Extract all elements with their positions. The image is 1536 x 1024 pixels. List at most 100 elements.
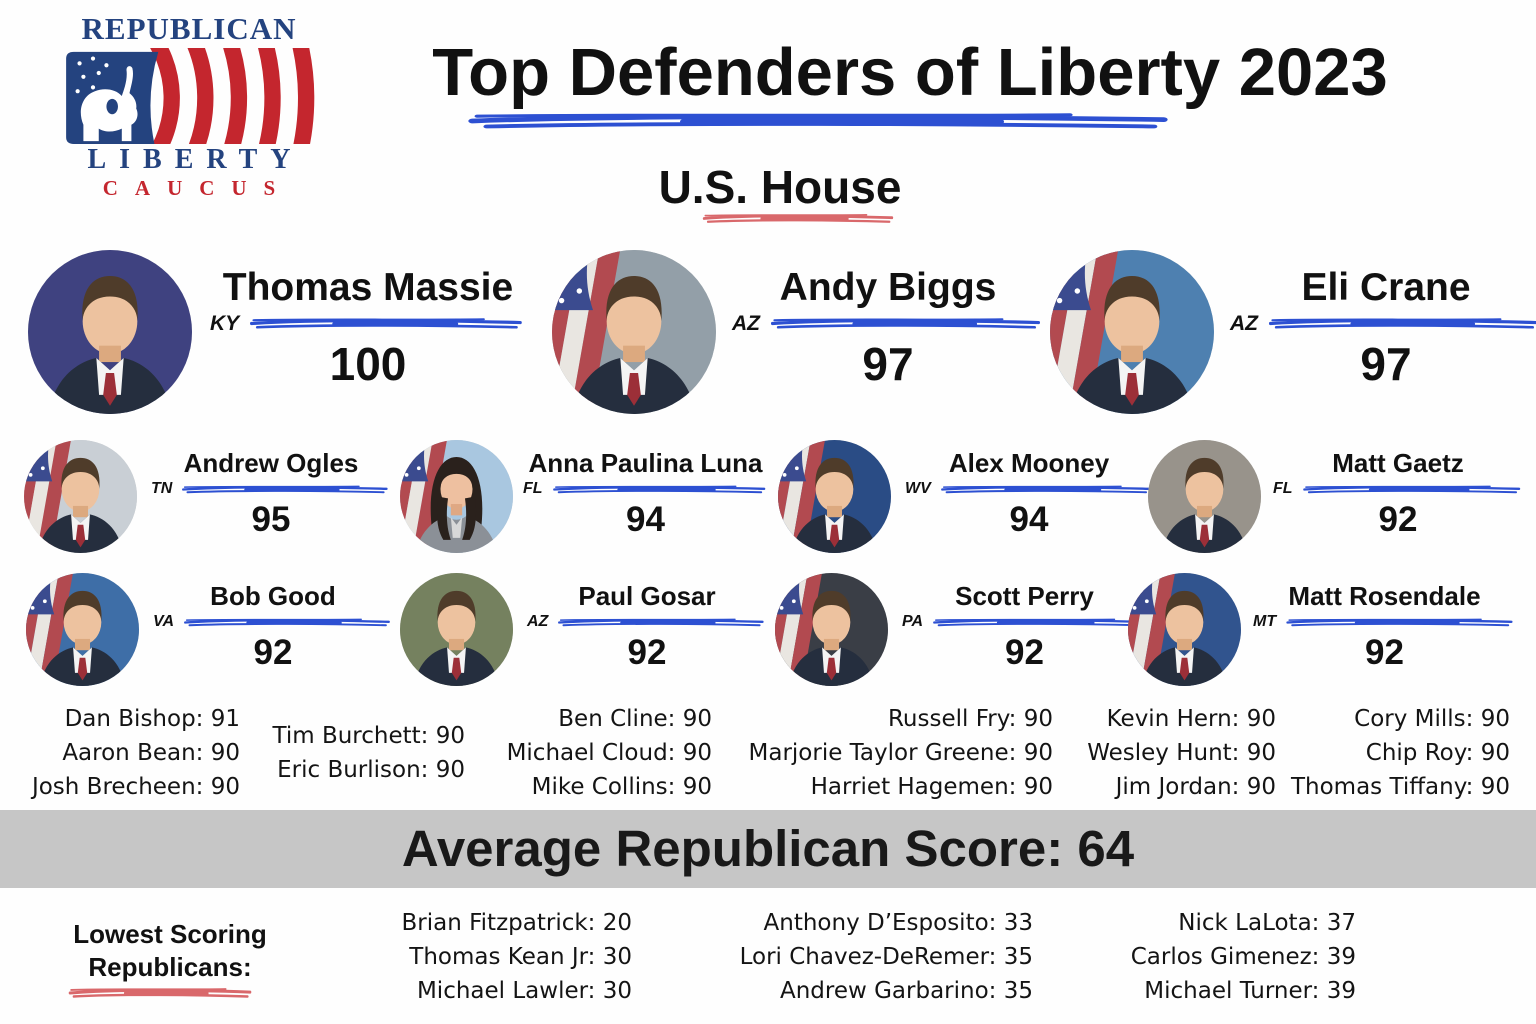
member-photo	[778, 440, 891, 553]
mention-line: Cory Mills: 90	[1354, 706, 1510, 732]
member-underline-row: TN	[151, 481, 391, 497]
member-score: 97	[1360, 337, 1412, 390]
member-photo	[24, 440, 137, 553]
logo-liberty-text: LIBERTY	[87, 144, 304, 176]
title-scribble-underline-icon	[458, 110, 1178, 132]
member-state: FL	[523, 480, 543, 498]
member-score: 94	[626, 500, 665, 540]
lowest-line: Andrew Garbarino: 35	[779, 978, 1033, 1004]
member-name: Matt Rosendale	[1288, 581, 1481, 611]
member-underline-row: MT	[1253, 614, 1516, 630]
member-photo	[1128, 573, 1241, 686]
lowest-heading: Lowest Scoring Republicans:	[52, 918, 288, 984]
mention-line: Aaron Bean: 90	[62, 740, 240, 766]
honorable-mentions-column: Dan Bishop: 91 Aaron Bean: 90 Josh Brech…	[32, 702, 240, 804]
avatar-illustration	[28, 250, 192, 414]
member-underline-row: AZ	[527, 614, 767, 630]
member-underline-row: KY	[210, 313, 526, 334]
honorable-mentions-column: Russell Fry: 90 Marjorie Taylor Greene: …	[749, 702, 1053, 804]
avatar-illustration	[778, 440, 891, 553]
member-score: 92	[1378, 500, 1418, 540]
lowest-heading-line2: Republicans:	[88, 952, 252, 982]
mention-line: Wesley Hunt: 90	[1087, 740, 1276, 766]
member-photo	[1050, 250, 1214, 414]
scribble-underline-icon	[932, 617, 1145, 627]
member-card: Thomas Massie KY 100	[28, 250, 526, 414]
member-score: 92	[627, 633, 667, 673]
avatar-illustration	[26, 573, 139, 686]
member-underline-row: AZ	[1230, 313, 1536, 334]
member-state: WV	[905, 480, 931, 498]
avatar-illustration	[775, 573, 888, 686]
logo: REPUBLICAN LIBERTY CAUCUS	[55, 11, 323, 201]
mention-line: Dan Bishop: 91	[64, 706, 240, 732]
avatar-illustration	[1148, 440, 1261, 553]
lowest-heading-scribble-underline-icon	[66, 986, 254, 1000]
member-score: 92	[253, 633, 293, 673]
scribble-underline-icon	[1302, 484, 1521, 494]
mention-line: Tim Burchett: 90	[272, 723, 466, 749]
average-score-label: Average Republican Score: 64	[401, 820, 1135, 877]
member-photo	[400, 440, 513, 553]
logo-elephant-flag-icon	[66, 48, 315, 145]
avatar-illustration	[400, 440, 513, 553]
mention-line: Mike Collins: 90	[531, 774, 712, 800]
honorable-mentions-column: Kevin Hern: 90 Wesley Hunt: 90 Jim Jorda…	[1087, 702, 1276, 804]
scribble-underline-icon	[940, 484, 1151, 494]
member-name: Andy Biggs	[779, 266, 997, 309]
mention-line: Thomas Tiffany: 90	[1290, 774, 1510, 800]
member-name: Anna Paulina Luna	[528, 448, 763, 478]
member-underline-row: WV	[905, 481, 1153, 497]
mention-line: Josh Brecheen: 90	[31, 774, 240, 800]
member-score: 94	[1009, 500, 1049, 540]
member-score: 92	[1365, 633, 1404, 673]
member-card: Bob Good VA 92	[26, 573, 393, 686]
member-name: Bob Good	[210, 581, 336, 611]
page-title: Top Defenders of Liberty 2023	[432, 35, 1388, 110]
member-name: Andrew Ogles	[183, 448, 359, 478]
member-underline-row: AZ	[732, 313, 1044, 334]
member-photo	[1148, 440, 1261, 553]
member-card: Eli Crane AZ 97	[1050, 250, 1536, 414]
member-state: KY	[210, 311, 240, 335]
member-underline-row: FL	[1273, 481, 1523, 497]
honorable-mentions-column: Ben Cline: 90 Michael Cloud: 90 Mike Col…	[507, 702, 712, 804]
member-name: Paul Gosar	[578, 581, 716, 611]
lowest-line: Thomas Kean Jr: 30	[409, 944, 632, 970]
scribble-underline-icon	[552, 484, 766, 494]
mention-line: Chip Roy: 90	[1365, 740, 1510, 766]
honorable-mentions-column: Cory Mills: 90 Chip Roy: 90 Thomas Tiffa…	[1291, 702, 1510, 804]
lowest-column: Nick LaLota: 37 Carlos Gimenez: 39 Micha…	[1131, 906, 1356, 1008]
member-photo	[28, 250, 192, 414]
lowest-column: Anthony D’Esposito: 33 Lori Chavez-DeRem…	[740, 906, 1033, 1008]
member-underline-row: VA	[153, 614, 393, 630]
lowest-column: Brian Fitzpatrick: 20 Thomas Kean Jr: 30…	[402, 906, 633, 1008]
mention-line: Michael Cloud: 90	[506, 740, 712, 766]
avatar-illustration	[24, 440, 137, 553]
avatar-illustration	[400, 573, 513, 686]
member-name: Matt Gaetz	[1332, 448, 1464, 478]
average-score-bar: Average Republican Score: 64	[0, 810, 1536, 888]
member-card: Andy Biggs AZ 97	[552, 250, 1044, 414]
member-score: 92	[1005, 633, 1044, 673]
scribble-underline-icon	[767, 316, 1044, 331]
member-card: Scott Perry PA 92	[775, 573, 1147, 686]
scribble-underline-icon	[183, 617, 391, 627]
lowest-line: Nick LaLota: 37	[1178, 910, 1356, 936]
avatar-illustration	[1050, 250, 1214, 414]
scribble-underline-icon	[1285, 617, 1514, 627]
member-state: PA	[902, 613, 924, 631]
mention-line: Ben Cline: 90	[558, 706, 712, 732]
member-state: AZ	[527, 613, 549, 631]
member-name: Thomas Massie	[222, 266, 514, 309]
member-name: Scott Perry	[955, 581, 1094, 611]
member-card: Anna Paulina Luna FL 94	[400, 440, 768, 553]
mention-line: Harriet Hagemen: 90	[810, 774, 1053, 800]
mention-line: Russell Fry: 90	[887, 706, 1053, 732]
member-state: VA	[153, 613, 175, 631]
scribble-underline-icon	[557, 617, 765, 627]
subtitle: U.S. House	[658, 161, 902, 213]
member-photo	[775, 573, 888, 686]
mention-line: Marjorie Taylor Greene: 90	[748, 740, 1053, 766]
